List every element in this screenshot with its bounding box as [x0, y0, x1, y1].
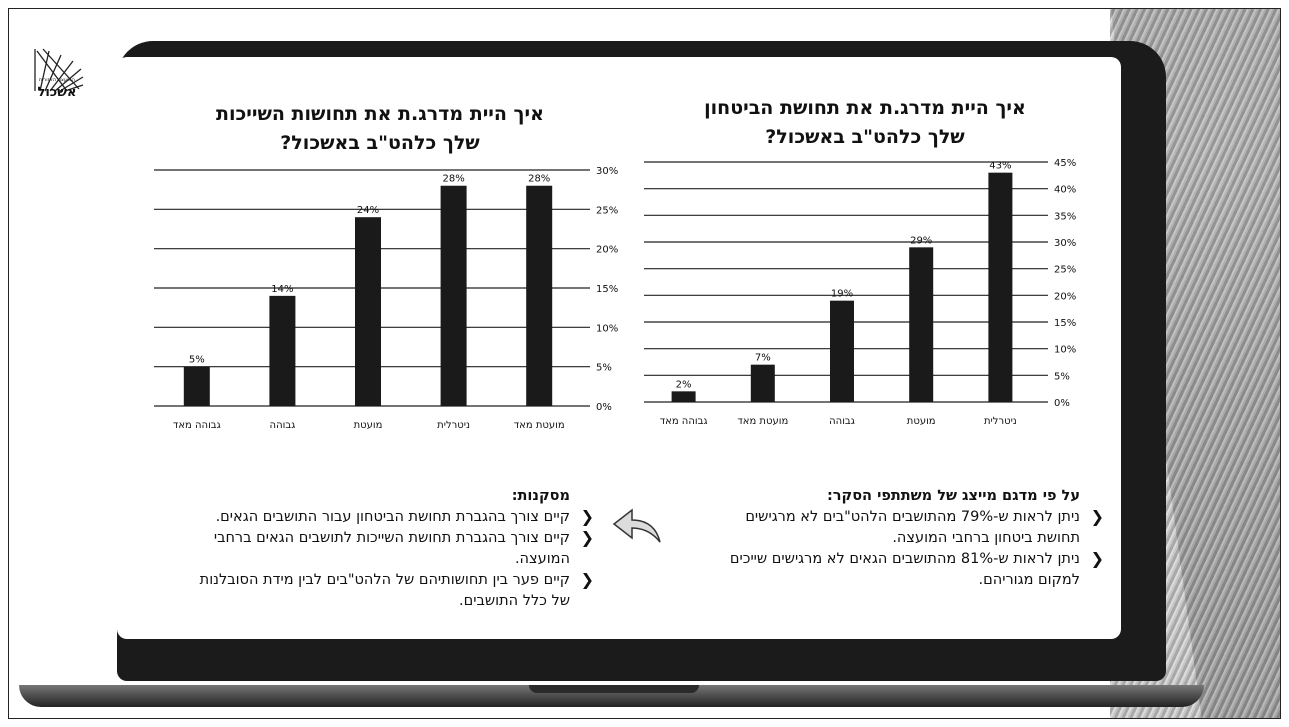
- x-category-label: מועטת: [354, 420, 383, 431]
- y-tick-label: 15%: [1054, 318, 1076, 329]
- x-category-label: גבוהה מאד: [660, 416, 708, 427]
- bar: [988, 172, 1013, 402]
- chart-title-security-line1: איך היית מדרג.ת את תחושת הביטחון: [704, 97, 1026, 119]
- y-tick-label: 5%: [596, 363, 612, 374]
- bar: [440, 185, 467, 406]
- conclusions-item: ❮ קיים צורך בהגברת תחושת הביטחון עבור התו…: [160, 507, 594, 528]
- data-label: 19%: [831, 289, 853, 300]
- findings-item-line: ניתן לראות ש-81% מהתושבים הגאים לא מרגיש…: [729, 551, 1080, 567]
- data-label: 14%: [271, 284, 293, 295]
- chevron-left-icon: ❮: [580, 528, 594, 547]
- y-tick-label: 40%: [1054, 185, 1076, 196]
- findings-item: ❮ ניתן לראות ש-79% מהתושבים הלהט"בים לא מ…: [670, 507, 1104, 549]
- findings-list: ❮ ניתן לראות ש-79% מהתושבים הלהט"בים לא מ…: [670, 507, 1104, 591]
- y-tick-label: 0%: [1054, 398, 1070, 409]
- laptop-base: [19, 685, 1204, 707]
- eshkol-logo: [34, 48, 84, 92]
- conclusions-item-line: של כלל התושבים.: [459, 593, 570, 609]
- conclusions-item-line: המועצה.: [514, 551, 570, 567]
- y-tick-label: 20%: [596, 245, 618, 256]
- findings-item-line: ניתן לראות ש-79% מהתושבים הלהט"בים לא מר…: [745, 509, 1080, 525]
- x-category-label: ניטרלית: [437, 420, 470, 431]
- data-label: 28%: [528, 174, 550, 185]
- x-category-label: גבוהה מאד: [173, 420, 221, 431]
- y-tick-label: 10%: [1054, 345, 1076, 356]
- bar: [909, 247, 934, 402]
- findings-item-line: תחושת ביטחון ברחבי המועצה.: [892, 530, 1080, 546]
- conclusions-item-line: קיים פער בין תחושותיהם של הלהט"בים לבין …: [199, 572, 570, 588]
- bar: [671, 391, 696, 402]
- data-label: 24%: [357, 205, 379, 216]
- y-tick-label: 5%: [1054, 371, 1070, 382]
- findings-item-line: למקום מגוריהם.: [978, 572, 1080, 588]
- y-tick-label: 20%: [1054, 291, 1076, 302]
- chevron-left-icon: ❮: [1090, 507, 1104, 526]
- y-tick-label: 30%: [1054, 238, 1076, 249]
- x-category-label: גבוהה: [829, 416, 855, 427]
- conclusions-item: ❮ קיים צורך בהגברת תחושת השייכות לתושבים …: [160, 528, 594, 570]
- logo-subtitle: המועצה האזורית: [39, 77, 75, 83]
- bar: [355, 217, 381, 406]
- y-tick-label: 25%: [1054, 265, 1076, 276]
- chart-belonging: 0% 5% 10% 15% 20% 25% 30% 28% מועטת מאד 28% ניטרלי…: [154, 166, 618, 431]
- bar: [526, 185, 553, 406]
- conclusions-item-line: קיים צורך בהגברת תחושת הביטחון עבור התוש…: [215, 509, 570, 525]
- y-tick-label: 25%: [596, 205, 618, 216]
- conclusions-heading: מסקנות:: [511, 488, 570, 504]
- chart-title-belonging: איך היית מדרג.ת את תחושות השייכות שלך כל…: [160, 100, 600, 158]
- findings-item: ❮ ניתן לראות ש-81% מהתושבים הגאים לא מרגי…: [670, 549, 1104, 591]
- y-tick-label: 0%: [596, 402, 612, 413]
- conclusions-list: ❮ קיים צורך בהגברת תחושת הביטחון עבור התו…: [160, 507, 594, 612]
- laptop-notch: [529, 685, 699, 693]
- chart-title-belonging-line1: איך היית מדרג.ת את תחושות השייכות: [216, 103, 544, 125]
- curved-arrow-left-icon: [612, 508, 661, 543]
- x-category-label: גבוהה: [270, 420, 296, 431]
- data-label: 2%: [676, 379, 692, 390]
- x-category-label: מועטת מאד: [514, 420, 565, 431]
- chevron-left-icon: ❮: [580, 570, 594, 589]
- chart-title-security-line2: שלך כלהט"ב באשכול?: [765, 126, 965, 148]
- data-label: 7%: [755, 353, 771, 364]
- x-category-label: ניטרלית: [984, 416, 1017, 427]
- bar: [830, 300, 854, 402]
- conclusions-item-line: קיים צורך בהגברת תחושת השייכות לתושבים ה…: [213, 530, 570, 546]
- logo-name: אשכול: [37, 85, 77, 100]
- conclusions-item: ❮ קיים פער בין תחושותיהם של הלהט"בים לבין…: [160, 570, 594, 612]
- bar: [750, 364, 775, 402]
- chart-title-belonging-line2: שלך כלהט"ב באשכול?: [280, 132, 480, 154]
- y-tick-label: 35%: [1054, 211, 1076, 222]
- data-label: 28%: [442, 174, 464, 185]
- data-label: 5%: [189, 355, 205, 366]
- chart-title-security: איך היית מדרג.ת את תחושת הביטחון שלך כלה…: [650, 94, 1080, 152]
- data-label: 43%: [989, 161, 1011, 172]
- data-label: 29%: [910, 235, 932, 246]
- bar: [269, 295, 296, 406]
- y-tick-label: 30%: [596, 166, 618, 177]
- x-category-label: מועטת מאד: [737, 416, 788, 427]
- y-tick-label: 45%: [1054, 158, 1076, 169]
- y-tick-label: 10%: [596, 323, 618, 334]
- chart-security: 0% 5% 10% 15% 20% 25% 30% 35% 40% 45% 43% ניטרלית 29…: [644, 158, 1076, 427]
- x-category-label: מועטת: [907, 416, 936, 427]
- bar: [183, 366, 210, 406]
- y-tick-label: 15%: [596, 284, 618, 295]
- findings-heading: על פי מדגם מייצג של משתתפי הסקר:: [827, 488, 1080, 504]
- conclusions-block: מסקנות: ❮ קיים צורך בהגברת תחושת הביטחון …: [160, 486, 594, 612]
- chevron-left-icon: ❮: [580, 507, 594, 526]
- findings-block: על פי מדגם מייצג של משתתפי הסקר: ❮ ניתן ל…: [670, 486, 1104, 591]
- chevron-left-icon: ❮: [1090, 549, 1104, 568]
